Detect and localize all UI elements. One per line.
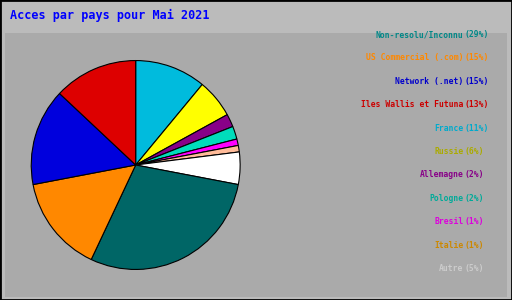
Text: Iles Wallis et Futuna: Iles Wallis et Futuna <box>361 100 463 109</box>
Text: Non-resolu/Inconnu: Non-resolu/Inconnu <box>376 30 463 39</box>
Text: Pologne: Pologne <box>429 194 463 203</box>
Wedge shape <box>136 61 202 165</box>
Wedge shape <box>136 139 238 165</box>
Text: Russie: Russie <box>434 147 463 156</box>
Text: US Commercial (.com): US Commercial (.com) <box>366 53 463 62</box>
Wedge shape <box>59 61 136 165</box>
Text: Acces par pays pour Mai 2021: Acces par pays pour Mai 2021 <box>10 9 210 22</box>
Text: (2%): (2%) <box>464 194 484 203</box>
Text: (1%): (1%) <box>464 217 484 226</box>
Wedge shape <box>91 165 238 269</box>
Text: (13%): (13%) <box>464 100 489 109</box>
Wedge shape <box>136 127 237 165</box>
Text: (29%): (29%) <box>464 30 489 39</box>
Wedge shape <box>31 94 136 184</box>
Text: (6%): (6%) <box>464 147 484 156</box>
Text: Allemagne: Allemagne <box>419 170 463 179</box>
Text: (2%): (2%) <box>464 170 484 179</box>
Text: Network (.net): Network (.net) <box>395 77 463 86</box>
Text: Autre: Autre <box>439 264 463 273</box>
Wedge shape <box>136 146 239 165</box>
Text: (5%): (5%) <box>464 264 484 273</box>
Text: Bresil: Bresil <box>434 217 463 226</box>
Text: France: France <box>434 124 463 133</box>
Wedge shape <box>136 152 240 184</box>
Text: (15%): (15%) <box>464 53 489 62</box>
Wedge shape <box>33 165 136 260</box>
Text: (1%): (1%) <box>464 241 484 250</box>
Text: (11%): (11%) <box>464 124 489 133</box>
Text: (15%): (15%) <box>464 77 489 86</box>
Text: Italie: Italie <box>434 241 463 250</box>
Wedge shape <box>136 115 233 165</box>
Wedge shape <box>136 85 227 165</box>
